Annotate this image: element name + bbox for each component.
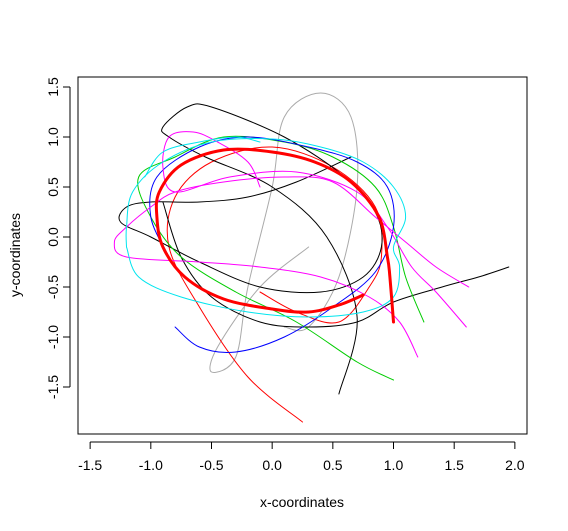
- series-line-10: [144, 136, 261, 178]
- y-tick-label-3: 0.0: [45, 227, 61, 247]
- y-tick-label-5: 1.0: [45, 127, 61, 147]
- series-line-7: [113, 176, 470, 358]
- series-line-5: [137, 135, 425, 381]
- x-tick-label-3: 0.0: [262, 457, 282, 473]
- series-line-1: [209, 92, 359, 373]
- series-line-3: [118, 103, 383, 395]
- y-axis-title: y-coordinates: [7, 213, 23, 297]
- x-axis-title: x-coordinates: [260, 494, 344, 510]
- series-line-11: [154, 147, 395, 324]
- series-line-4: [162, 201, 510, 328]
- x-tick-label-7: 2.0: [505, 457, 525, 473]
- x-tick-label-4: 0.5: [323, 457, 343, 473]
- series-line-9: [125, 138, 407, 318]
- x-tick-label-0: -1.5: [78, 457, 102, 473]
- x-tick-label-6: 1.5: [444, 457, 464, 473]
- axis-layer: -1.5 -1.0 -0.5 0.0 0.5 1.0 1.5 2.0 -1.5 -1.0 -0.5 0…: [45, 77, 525, 473]
- x-tick-label-2: -0.5: [199, 457, 223, 473]
- y-tick-label-6: 1.5: [45, 77, 61, 97]
- x-tick-label-1: -1.0: [139, 457, 163, 473]
- y-tick-label-0: -1.5: [45, 375, 61, 399]
- series-line-6: [149, 136, 395, 354]
- y-tick-label-1: -1.0: [45, 325, 61, 349]
- series-line-8: [162, 131, 467, 328]
- y-tick-label-2: -0.5: [45, 275, 61, 299]
- x-tick-label-5: 1.0: [384, 457, 404, 473]
- plot-frame: [77, 76, 528, 435]
- y-tick-label-4: 0.5: [45, 177, 61, 197]
- series-line-2: [166, 146, 383, 423]
- series-layer: [113, 92, 510, 423]
